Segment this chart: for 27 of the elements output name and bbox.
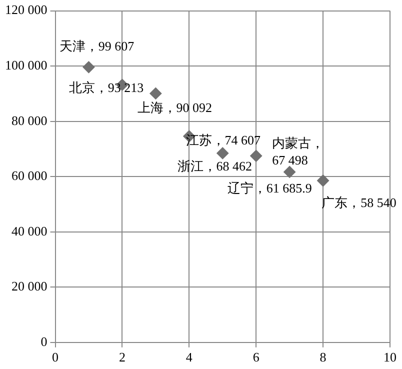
- x-tick-label: 4: [186, 350, 193, 365]
- point: [317, 174, 330, 187]
- data-label: 广东，58 540: [322, 195, 396, 210]
- x-tick-label: 2: [118, 350, 126, 365]
- point: [216, 147, 229, 160]
- point: [150, 87, 162, 100]
- y-tick-label: 60 000: [12, 168, 48, 184]
- data-label: 内蒙古，67 498: [272, 135, 324, 168]
- data-label: 辽宁，61 685.9: [227, 180, 312, 196]
- data-label: 北京，93 213: [68, 80, 144, 96]
- data-label: 天津，99 607: [59, 38, 135, 54]
- x-tick-label: 0: [52, 350, 58, 365]
- point: [250, 150, 262, 162]
- y-tick-label: 0: [40, 334, 48, 349]
- y-tick-label: 120 000: [5, 2, 48, 18]
- y-tick-label: 20 000: [12, 278, 48, 294]
- x-tick-label: 8: [320, 350, 326, 365]
- data-label: 浙江，68 462: [177, 158, 252, 174]
- data-label: 江苏，74 607: [186, 132, 262, 148]
- point: [284, 166, 296, 178]
- y-tick-label: 100 000: [5, 57, 48, 72]
- y-tick-label: 80 000: [12, 112, 48, 128]
- x-tick-label: 6: [252, 350, 260, 365]
- y-tick-label: 40 000: [12, 223, 48, 238]
- point: [82, 61, 95, 74]
- x-tick-label: 10: [384, 350, 396, 365]
- data-label: 上海，90 092: [137, 100, 212, 115]
